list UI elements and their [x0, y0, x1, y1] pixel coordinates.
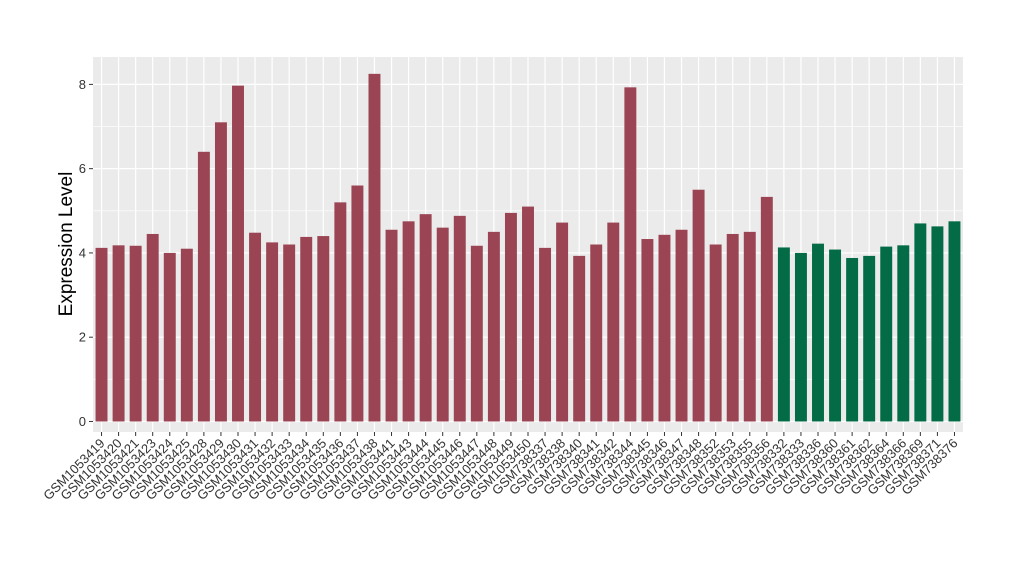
bar-GSM738347: [675, 229, 688, 422]
bar-GSM738345: [641, 239, 654, 422]
bar-GSM1053445: [436, 227, 449, 422]
bar-GSM738341: [590, 244, 603, 422]
bar-GSM738364: [880, 246, 893, 422]
bar-GSM1053449: [504, 212, 517, 422]
bar-GSM1053419: [95, 247, 108, 422]
bar-GSM738353: [726, 233, 739, 422]
bar-GSM1053431: [249, 232, 262, 422]
bar-GSM1053443: [402, 221, 415, 422]
bar-GSM738356: [760, 196, 773, 422]
bar-GSM1053435: [317, 236, 330, 422]
bar-GSM738340: [573, 255, 586, 422]
bar-GSM1053420: [112, 245, 125, 422]
bar-GSM1053432: [266, 242, 279, 422]
bar-GSM738371: [931, 226, 944, 422]
bar-GSM738333: [794, 252, 807, 422]
bar-GSM738336: [812, 243, 824, 422]
bar-GSM1053436: [334, 202, 347, 422]
bar-GSM1053444: [419, 214, 432, 422]
y-tick-label: 4: [79, 245, 86, 260]
bar-GSM738346: [658, 234, 671, 422]
bar-GSM1053421: [129, 245, 142, 422]
bar-GSM1053425: [180, 248, 193, 422]
y-axis-title: Expression Level: [56, 172, 77, 317]
bar-GSM738338: [556, 222, 569, 422]
bar-GSM738342: [607, 222, 620, 422]
bars: [95, 73, 961, 422]
bar-GSM738361: [846, 257, 859, 422]
bar-GSM738348: [692, 189, 705, 422]
bar-GSM738360: [829, 249, 842, 422]
bar-GSM738352: [709, 244, 722, 422]
bar-GSM1053447: [470, 245, 483, 422]
bar-GSM1053441: [385, 229, 398, 422]
x-axis: GSM1053419GSM1053420GSM1053421GSM1053423…: [40, 432, 961, 503]
y-tick-label: 2: [79, 330, 86, 345]
bar-GSM1053424: [163, 252, 176, 422]
bar-GSM738369: [914, 223, 927, 422]
y-tick-label: 6: [79, 161, 86, 176]
bar-GSM1053437: [351, 185, 364, 422]
y-axis: 0 2 4 6 8: [79, 77, 93, 429]
bar-GSM1053423: [146, 233, 159, 422]
bar-GSM1053448: [487, 231, 500, 422]
bar-GSM738362: [863, 255, 876, 422]
bar-GSM1053446: [453, 215, 466, 422]
bar-GSM738355: [743, 231, 756, 422]
bar-GSM738337: [539, 247, 552, 422]
bar-GSM1053434: [300, 236, 313, 422]
bar-GSM738366: [897, 245, 910, 422]
bar-GSM1053438: [368, 73, 381, 422]
bar-GSM1053450: [522, 206, 534, 422]
y-tick-label: 8: [79, 77, 86, 92]
bar-GSM738344: [624, 87, 637, 422]
bar-GSM1053428: [197, 151, 210, 422]
bar-GSM1053433: [283, 244, 296, 422]
bar-GSM1053429: [214, 122, 227, 422]
bar-GSM1053430: [232, 85, 244, 422]
y-tick-label: 0: [79, 414, 86, 429]
bar-GSM738376: [948, 221, 961, 422]
bar-GSM738332: [777, 247, 790, 422]
